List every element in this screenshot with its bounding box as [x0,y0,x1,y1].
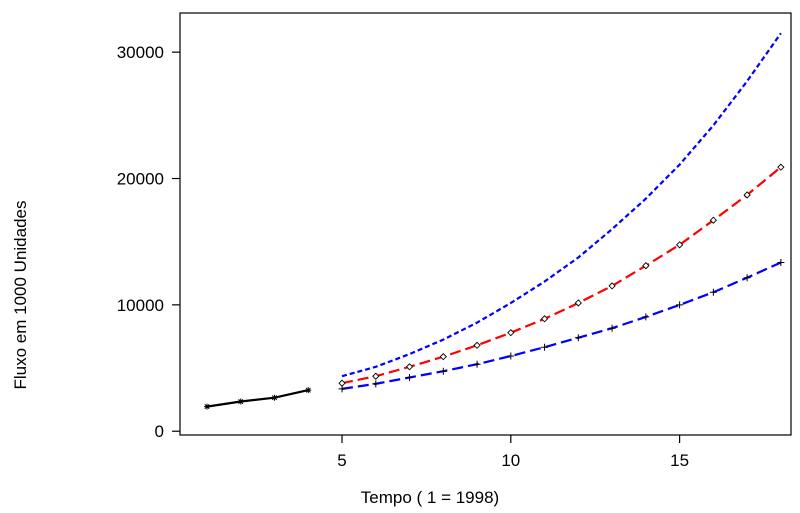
series-3 [341,32,782,378]
series-2-line [341,166,782,385]
data-point [372,372,380,380]
series-1-line [206,389,309,408]
data-point [743,274,751,282]
data-point [439,353,447,361]
data-point [675,241,684,249]
data-point [237,398,244,405]
y-axis: 0 10000 20000 30000 [117,43,180,441]
series-layer [204,32,785,410]
y-tick-label: 30000 [117,43,164,62]
data-point [473,341,481,349]
x-tick-label: 10 [501,451,520,470]
y-tick-label: 10000 [117,296,164,315]
data-point [608,282,616,290]
series-1 [204,387,312,410]
y-tick-label: 0 [155,422,164,441]
data-point [574,334,582,342]
data-point [709,288,717,296]
data-point [439,367,447,375]
data-point [541,343,549,351]
x-tick-label: 5 [337,451,346,470]
plot-area-frame [179,12,792,436]
data-point [372,380,380,388]
data-point [406,374,414,382]
data-point [608,324,616,332]
x-axis-title: Tempo ( 1 = 1998) [361,488,499,507]
y-tick-label: 20000 [117,170,164,189]
data-point [405,363,414,371]
x-tick-label: 15 [670,451,689,470]
x-axis: 5 10 15 [337,435,689,470]
data-point [777,259,785,267]
data-point [473,360,481,368]
series-2 [338,163,785,387]
data-point [305,387,312,394]
data-point [743,191,751,199]
data-point [338,385,346,393]
data-point [271,394,278,401]
data-point [777,163,785,171]
data-point [540,315,549,323]
data-point [642,262,650,270]
series-4 [338,259,785,393]
data-point [507,352,515,360]
data-point [642,313,650,321]
series-3-line [341,32,782,378]
y-axis-title: Fluxo em 1000 Unidades [11,200,30,389]
data-point [338,379,346,387]
data-point [204,403,211,410]
data-point [507,329,515,337]
data-point [676,301,684,309]
data-point [709,216,717,224]
series-4-line [341,261,782,390]
data-point [574,299,582,307]
